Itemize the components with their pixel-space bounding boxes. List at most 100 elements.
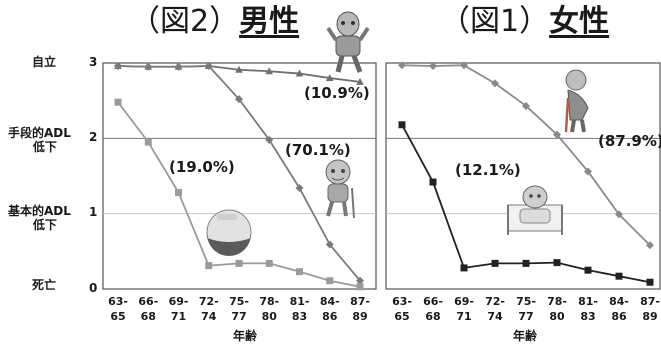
female-xtick-label: 66- 68 [418, 294, 448, 324]
female-series-1-point [646, 278, 654, 286]
female-plot-frame [385, 62, 661, 290]
female-xaxis-title: 年齢 [512, 329, 537, 343]
male-series-1-point [174, 62, 183, 71]
female-xtick-label: 87- 89 [635, 294, 661, 324]
female-series-1-point [491, 259, 499, 267]
xtick-line2: 80 [261, 310, 277, 323]
xtick-line1: 66- [423, 295, 443, 308]
ylabel-badl-line1: 基本的ADL [8, 204, 71, 218]
xtick-line2: 68 [140, 310, 156, 323]
male-xtick-label: 63- 65 [103, 294, 133, 324]
male-series-1-point [356, 276, 364, 285]
male-series-2-point [326, 277, 334, 285]
xtick-line2: 77 [518, 310, 534, 323]
male-series-0-point [265, 67, 274, 75]
male-xtick-label: 69- 71 [164, 294, 194, 324]
elderly-woman-bent-illustration [564, 69, 589, 133]
xtick-line1: 66- [138, 295, 159, 308]
xtick-line1: 72- [485, 295, 505, 308]
elderly-man-active-illustration [326, 11, 370, 73]
female-series-0-point [522, 101, 530, 110]
xtick-line1: 87- [640, 295, 660, 308]
male-series-0-point [235, 65, 243, 73]
right-title: （図1）女性 [440, 4, 609, 40]
right-figure-number: （図1） [440, 4, 550, 39]
annotation-male-independent: (10.9%) [304, 84, 370, 102]
male-series-2-point [114, 98, 122, 106]
xtick-line1: 75- [229, 295, 249, 308]
xtick-line1: 69- [168, 295, 189, 308]
male-series-1-point [265, 135, 274, 144]
female-series-0-point [646, 241, 654, 250]
left-figure-number: （図2） [130, 4, 240, 39]
male-series-1-point [325, 240, 334, 249]
xtick-line1: 75- [516, 295, 536, 308]
xtick-line2: 86 [322, 310, 338, 323]
left-title: （図2）男性 [130, 4, 299, 40]
xtick-line2: 83 [291, 310, 308, 323]
male-series-1-point [204, 62, 213, 71]
ytick-2: 2 [89, 130, 98, 144]
male-series-2-point [144, 138, 152, 146]
xtick-line2: 71 [456, 310, 472, 323]
male-xtick-label: 66- 68 [133, 294, 163, 324]
xtick-line2: 80 [549, 310, 565, 323]
male-series-1-point [295, 184, 304, 193]
male-xtick-label: 75- 77 [224, 294, 254, 324]
xtick-line2: 77 [231, 310, 247, 323]
xtick-line1: 63- [108, 295, 128, 308]
ylabel-badl-line2: 低下 [32, 218, 57, 232]
female-series-1-point [460, 264, 468, 272]
xtick-line1: 84- [609, 295, 629, 308]
male-xtick-label: 84- 86 [315, 294, 345, 324]
annotation-male-iadl: (70.1%) [285, 141, 351, 159]
xtick-line1: 78- [259, 295, 280, 308]
annotation-female-badl: (12.1%) [455, 161, 521, 179]
xtick-line1: 84- [319, 295, 340, 308]
female-series-1-point [522, 259, 530, 267]
urn-illustration [206, 209, 252, 256]
female-series-1-point [553, 259, 561, 267]
female-series-0-point [491, 79, 499, 88]
ylabel-independent: 自立 [32, 55, 57, 69]
xtick-line1: 87- [350, 295, 370, 308]
right-sex-label: 女性 [549, 4, 610, 39]
male-series-2-point [235, 259, 243, 267]
female-xtick-label: 75- 77 [511, 294, 541, 324]
xtick-line2: 68 [425, 310, 441, 323]
xtick-line2: 74 [201, 310, 217, 323]
female-series-0-point [615, 210, 623, 219]
female-series-0-point [460, 61, 468, 70]
male-xtick-label: 87- 89 [345, 294, 375, 324]
female-xtick-label: 69- 71 [449, 294, 479, 324]
male-series-1-point [114, 62, 122, 71]
xtick-line1: 72- [198, 295, 219, 308]
bedridden-person-illustration [507, 185, 563, 235]
elderly-man-cane-illustration [325, 159, 355, 219]
left-sex-label: 男性 [239, 4, 300, 39]
xtick-line2: 83 [580, 310, 596, 323]
male-xtick-label: 72- 74 [194, 294, 224, 324]
female-series-1-point [429, 178, 437, 186]
xtick-line1: 63- [392, 295, 412, 308]
xtick-line1: 81- [289, 295, 310, 308]
ytick-1: 1 [89, 205, 98, 219]
xtick-line1: 81- [578, 295, 598, 308]
ylabel-death: 死亡 [32, 278, 57, 292]
xtick-line2: 65 [110, 310, 126, 323]
female-series-0-point [553, 130, 561, 139]
xtick-line2: 74 [487, 310, 503, 323]
female-series-0-point [429, 62, 437, 71]
xtick-line2: 89 [352, 310, 368, 323]
xtick-line2: 86 [611, 310, 627, 323]
female-xtick-label: 81- 83 [573, 294, 603, 324]
male-xtick-label: 81- 83 [285, 294, 315, 324]
male-series-2-point [265, 259, 273, 267]
ytick-3: 3 [89, 55, 98, 69]
female-series-0-point [398, 61, 406, 70]
male-series-0-point [356, 77, 364, 85]
male-plot-frame [102, 62, 377, 290]
xtick-line2: 71 [170, 310, 187, 323]
xtick-line1: 78- [547, 295, 567, 308]
